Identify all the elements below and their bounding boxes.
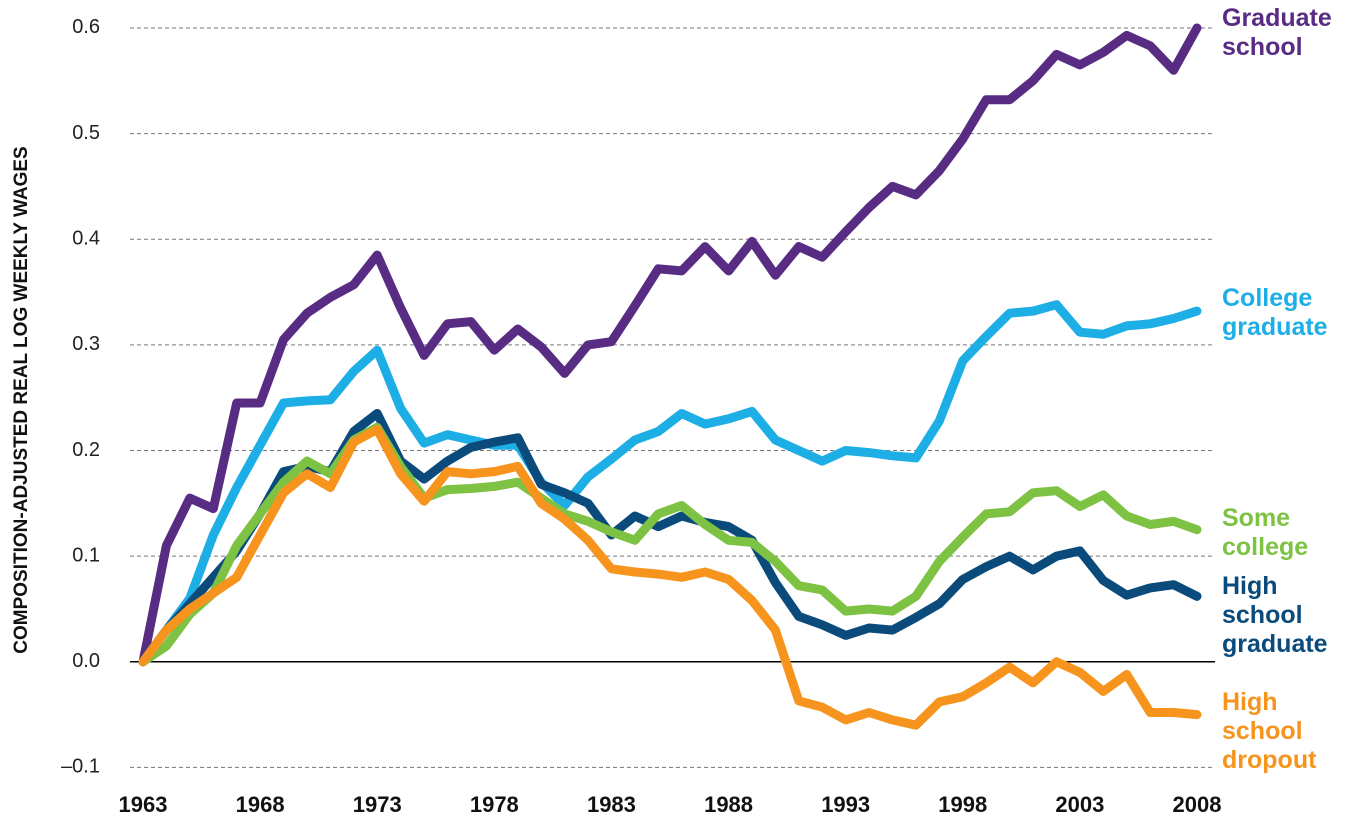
series-label: Graduate school [1222,4,1332,61]
series-line [138,422,1202,667]
series-line [138,424,1202,730]
series-label: High school graduate [1222,572,1328,658]
x-tick-label: 2003 [1055,792,1104,816]
y-tick-label: 0.0 [72,650,100,672]
series-line [138,23,1202,667]
x-tick-label: 1993 [821,792,870,816]
x-tick-label: 2008 [1173,792,1222,816]
x-tick-label: 1988 [704,792,753,816]
y-tick-label: –0.1 [61,756,100,778]
y-tick-label: 0.5 [72,122,100,144]
series-label: College graduate [1222,284,1328,341]
series-line [138,300,1202,667]
x-tick-label: 1998 [938,792,987,816]
x-tick-label: 1963 [119,792,168,816]
y-tick-label: 0.4 [72,228,100,250]
y-tick-label: 0.2 [72,439,100,461]
x-tick-label: 1983 [587,792,636,816]
x-tick-label: 1968 [236,792,285,816]
y-tick-label: 0.3 [72,333,100,355]
y-tick-label: 0.1 [72,544,100,566]
y-tick-label: 0.6 [72,16,100,38]
series-label: High school dropout [1222,688,1317,774]
x-tick-label: 1978 [470,792,519,816]
y-axis-title: COMPOSITION-ADJUSTED REAL LOG WEEKLY WAG… [11,146,32,653]
x-tick-label: 1973 [353,792,402,816]
series-label: Some college [1222,504,1309,561]
